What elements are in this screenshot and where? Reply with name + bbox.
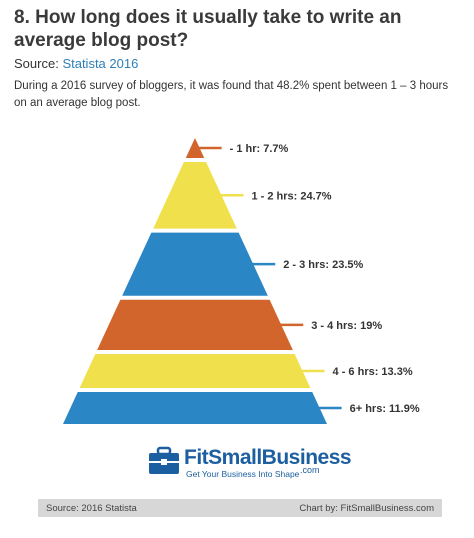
- source-label: Source:: [14, 56, 59, 71]
- fitsmallbusiness-logo[interactable]: FitSmallBusiness .com Get Your Business …: [148, 446, 352, 480]
- data-label-2: 1 - 2 hrs: 24.7%: [251, 190, 331, 202]
- data-label-4: 3 - 4 hrs: 19%: [311, 320, 382, 332]
- logo-name: FitSmallBusiness: [184, 446, 352, 469]
- pyramid-layer-2: [153, 162, 237, 229]
- logo-tagline: Get Your Business Into Shape: [186, 469, 300, 479]
- description: During a 2016 survey of bloggers, it was…: [14, 80, 449, 109]
- source-link[interactable]: Statista 2016: [62, 56, 139, 71]
- data-label-3: 2 - 3 hrs: 23.5%: [283, 259, 363, 271]
- pyramid-layer-5: [79, 354, 311, 388]
- page-title: 8. How long does it usually take to writ…: [14, 7, 402, 51]
- pyramid-layer-4: [97, 299, 293, 350]
- pyramid-layer-3: [122, 232, 268, 296]
- footer-credit: Chart by: FitSmallBusiness.com: [299, 503, 434, 514]
- data-label-6: 6+ hrs: 11.9%: [350, 403, 420, 415]
- data-label-5: 4 - 6 hrs: 13.3%: [333, 366, 413, 378]
- data-label-1: - 1 hr: 7.7%: [230, 143, 289, 155]
- logo-tld: .com: [300, 465, 320, 475]
- pyramid-layer-1: [185, 138, 205, 158]
- source-line: Source: Statista 2016: [14, 56, 138, 71]
- footer-source: Source: 2016 Statista: [46, 503, 137, 514]
- pyramid-layer-6: [63, 392, 327, 424]
- chart-footer: Source: 2016 Statista Chart by: FitSmall…: [38, 499, 442, 517]
- briefcase-icon: [149, 446, 179, 474]
